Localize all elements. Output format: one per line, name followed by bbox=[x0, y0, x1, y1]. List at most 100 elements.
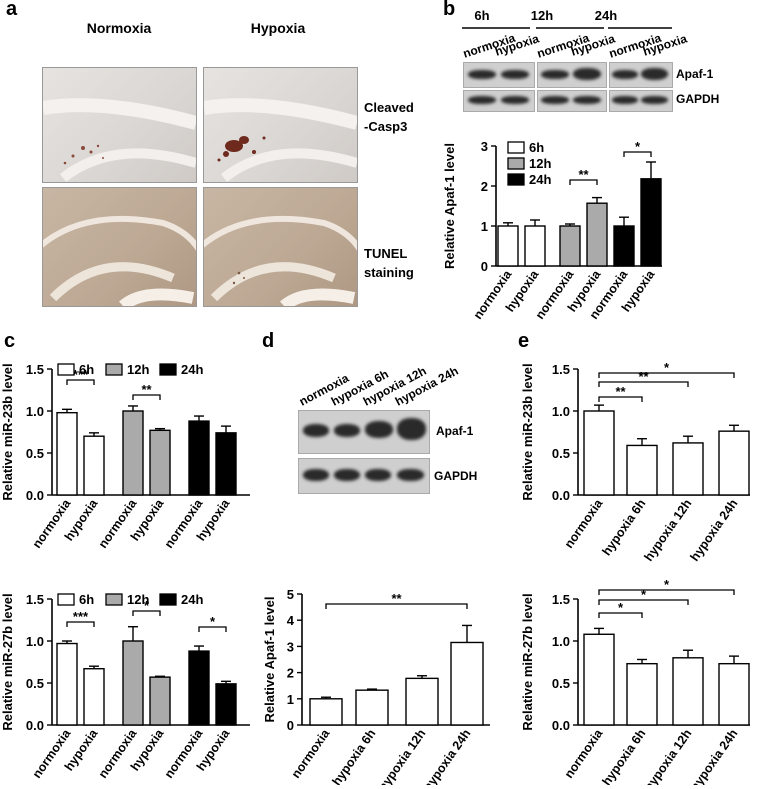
bar bbox=[122, 640, 144, 726]
blot-b-apaf1-band-1 bbox=[468, 70, 496, 79]
legend-swatch bbox=[57, 363, 75, 376]
legend-label: 6h bbox=[79, 362, 94, 377]
significance-label: * bbox=[641, 587, 647, 602]
bar bbox=[524, 225, 546, 267]
bar bbox=[83, 668, 105, 726]
blot-d-gapdh-band-2 bbox=[334, 469, 360, 481]
blot-d-apaf1-band-3 bbox=[365, 421, 393, 438]
tunel-row-label-line2: staining bbox=[364, 265, 414, 280]
bar bbox=[83, 435, 105, 496]
y-tick-label: 1.0 bbox=[26, 404, 44, 419]
significance-bracket bbox=[66, 379, 95, 385]
y-tick-label: 0.5 bbox=[552, 676, 570, 691]
significance-bracket bbox=[598, 599, 689, 605]
normoxia-casp3-texture bbox=[41, 98, 198, 182]
legend-label: 6h bbox=[529, 140, 544, 155]
x-tick-label: hypoxia 6h bbox=[330, 727, 379, 785]
legend-swatch bbox=[57, 593, 75, 606]
x-tick-label: normoxia bbox=[289, 726, 333, 781]
y-tick-label: 0 bbox=[481, 259, 488, 274]
significance-label: ** bbox=[578, 167, 589, 182]
y-tick-label: 0.5 bbox=[552, 446, 570, 461]
legend-label: 6h bbox=[79, 592, 94, 607]
bar bbox=[149, 676, 171, 726]
blot-b-apaf1-band-6 bbox=[641, 68, 668, 80]
significance-bracket bbox=[569, 179, 598, 185]
bar bbox=[586, 202, 608, 267]
normoxia-column-header: Normoxia bbox=[86, 20, 152, 36]
normoxia-tunel-micrograph bbox=[36, 187, 206, 311]
hypoxia-tunel-texture bbox=[197, 215, 367, 311]
casp3-row-label-line1: Cleaved bbox=[364, 100, 414, 115]
y-tick-label: 1.0 bbox=[552, 634, 570, 649]
legend-swatch bbox=[507, 141, 525, 154]
panel-e-label: e bbox=[518, 330, 530, 352]
y-tick-label: 5 bbox=[287, 587, 294, 602]
blot-d-apaf1-band-4 bbox=[397, 418, 426, 440]
bar bbox=[672, 657, 704, 726]
significance-bracket bbox=[198, 626, 227, 632]
significance-label: ** bbox=[615, 384, 626, 399]
hypoxia-column-header: Hypoxia bbox=[250, 20, 306, 36]
y-tick-label: 1.5 bbox=[552, 362, 570, 377]
bar bbox=[626, 662, 658, 726]
blot-b-apaf1-band-4 bbox=[573, 68, 601, 80]
significance-bracket bbox=[623, 151, 652, 157]
y-tick-label: 3 bbox=[481, 139, 488, 154]
panel-b-label: b bbox=[443, 0, 456, 20]
significance-label: * bbox=[618, 600, 624, 615]
x-tick-label: hypoxia 12h bbox=[376, 727, 429, 785]
blot-b-gapdh-strip-12h bbox=[537, 90, 607, 112]
bar bbox=[309, 698, 343, 726]
y-axis-title: Relative miR-27b level bbox=[0, 593, 15, 730]
y-axis-title: Relative Apaf-1 level bbox=[262, 597, 277, 723]
significance-bracket bbox=[66, 621, 95, 627]
significance-bracket bbox=[325, 603, 468, 609]
x-tick-label: hypoxia 12h bbox=[642, 727, 695, 785]
hypoxia-casp3-texture bbox=[202, 98, 359, 182]
significance-label: * bbox=[144, 598, 150, 613]
legend-swatch bbox=[105, 363, 123, 376]
y-tick-label: 1.0 bbox=[552, 404, 570, 419]
significance-label: * bbox=[664, 580, 670, 592]
significance-label: ** bbox=[141, 382, 152, 397]
significance-label: * bbox=[635, 139, 641, 154]
bar bbox=[122, 410, 144, 496]
casp3-row-label-line2: -Casp3 bbox=[364, 119, 408, 134]
y-tick-label: 2 bbox=[287, 666, 294, 681]
y-tick-label: 1.0 bbox=[26, 634, 44, 649]
blot-b-time-header-24h: 24h bbox=[595, 8, 617, 23]
significance-bracket bbox=[598, 381, 689, 387]
y-tick-label: 0.0 bbox=[552, 718, 570, 733]
x-tick-label: normoxia bbox=[162, 496, 206, 551]
panel-b-blot-header: 6h 12h 24hnormoxiahypoxianormoxiahypoxiano… bbox=[461, 8, 689, 60]
panel-a-label: a bbox=[6, 0, 18, 20]
tunel-row-label-line1: TUNEL bbox=[364, 246, 408, 261]
bar bbox=[56, 642, 78, 726]
y-tick-label: 3 bbox=[287, 639, 294, 654]
x-tick-label: hypoxia 24h bbox=[688, 727, 741, 785]
blot-b-gapdh-band-1 bbox=[468, 96, 496, 104]
x-tick-label: hypoxia 6h bbox=[600, 727, 649, 785]
blot-b-apaf1-label: Apaf-1 bbox=[676, 67, 714, 81]
blot-d-gapdh-label: GAPDH bbox=[434, 469, 478, 483]
x-tick-label: normoxia bbox=[162, 726, 206, 781]
chart-c1-relative-mir23b: 0.0 0.5 1.0 1.5 Relative miR-23b level normox… bbox=[0, 362, 250, 551]
bar bbox=[497, 225, 519, 267]
blot-b-time-header-12h: 12h bbox=[531, 8, 553, 23]
y-tick-label: 1.5 bbox=[26, 362, 44, 377]
bar bbox=[626, 444, 658, 496]
blot-d-gapdh-band-3 bbox=[365, 469, 391, 481]
blot-b-gapdh-band-5 bbox=[612, 96, 638, 104]
chart-e2-relative-mir27b: 0.0 0.5 1.0 1.5 Relative miR-27b level normox… bbox=[520, 580, 750, 785]
blot-d-apaf1-band-1 bbox=[303, 424, 329, 437]
legend-label: 12h bbox=[127, 592, 149, 607]
blot-d-gapdh-band-4 bbox=[397, 469, 424, 481]
significance-bracket bbox=[598, 372, 735, 378]
blot-b-apaf1-band-5 bbox=[612, 70, 638, 79]
chart-c2-relative-mir27b: 0.0 0.5 1.0 1.5 Relative miR-27b level normox… bbox=[0, 592, 250, 781]
y-tick-label: 0.0 bbox=[552, 488, 570, 503]
blot-b-gapdh-band-6 bbox=[641, 96, 668, 104]
y-tick-label: 1 bbox=[481, 219, 488, 234]
